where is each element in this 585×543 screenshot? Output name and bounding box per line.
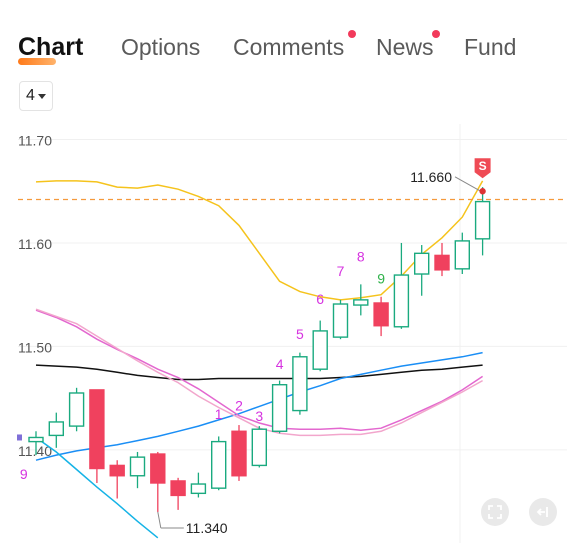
- candle: [373, 296, 389, 337]
- sequence-label: 6: [316, 291, 324, 307]
- sequence-label: 8: [357, 249, 365, 265]
- low-price-leader: [157, 511, 162, 529]
- candle-body: [89, 389, 105, 470]
- indicator-lines: [35, 180, 484, 539]
- candle-body: [312, 330, 328, 370]
- indicator-line: [35, 364, 483, 381]
- tab-options[interactable]: Options: [121, 34, 201, 60]
- last-price-dot: [479, 188, 486, 195]
- sequence-label: 4: [276, 356, 284, 372]
- candle: [129, 451, 146, 489]
- indicator-line: [35, 180, 484, 301]
- tab-bar: Chart Options Comments News Fund: [0, 0, 585, 80]
- candle-body: [454, 240, 470, 270]
- candle-body: [109, 464, 125, 477]
- y-tick-label: 11.40: [18, 443, 52, 459]
- y-tick-label: 11.50: [18, 339, 52, 355]
- candle: [28, 431, 44, 456]
- candle-body: [129, 456, 146, 477]
- active-tab-indicator: [18, 58, 56, 65]
- caret-down-icon: [37, 93, 46, 99]
- low-price-label: 11.340: [186, 520, 228, 536]
- candle: [150, 451, 166, 512]
- period-value: 4: [26, 87, 35, 104]
- indicator-line: [35, 351, 483, 461]
- candle-body: [28, 436, 44, 443]
- candle: [109, 460, 125, 499]
- candle-body: [210, 440, 227, 489]
- scroll-to-latest-button[interactable]: [529, 498, 557, 526]
- candle: [332, 299, 349, 340]
- candle-body: [414, 252, 430, 275]
- sequence-label: 5: [296, 326, 304, 342]
- indicator-line: [35, 309, 484, 431]
- candle: [292, 352, 308, 415]
- candle: [89, 389, 105, 483]
- last-price-label: 11.660: [410, 169, 452, 185]
- candle: [251, 426, 268, 468]
- chart-grid: [18, 124, 567, 543]
- sequence-label: 2: [235, 398, 243, 414]
- candles: [28, 187, 491, 512]
- last-price-leader: [454, 176, 481, 192]
- candle-body: [292, 356, 308, 412]
- y-axis-labels: 11.70 11.60 11.50 11.40: [18, 133, 52, 459]
- tab-comments[interactable]: Comments: [233, 34, 345, 60]
- sequence-label: 7: [337, 263, 345, 279]
- jump-to-end-icon: [536, 507, 548, 517]
- indicator-line: [35, 436, 159, 539]
- edge-marker: [17, 434, 22, 441]
- candle: [474, 187, 491, 256]
- candle-body: [434, 254, 450, 271]
- candle: [210, 436, 227, 491]
- candle: [312, 320, 328, 372]
- period-selector[interactable]: 4: [19, 81, 53, 111]
- candle-body: [68, 392, 85, 427]
- candle: [271, 380, 288, 434]
- candle: [353, 284, 369, 316]
- candle-body: [150, 453, 166, 484]
- candle-body: [393, 274, 410, 328]
- news-notification-dot: [432, 30, 440, 38]
- candle-body: [474, 200, 491, 240]
- candle-body: [190, 483, 207, 495]
- candle: [190, 472, 207, 498]
- annotations: 11.660 S 11.340: [17, 158, 567, 536]
- tab-chart[interactable]: Chart: [18, 33, 84, 61]
- candle-body: [332, 303, 349, 338]
- candle-body: [373, 302, 389, 327]
- expand-icon: [488, 505, 502, 519]
- candle: [454, 232, 470, 275]
- candle-body: [271, 384, 288, 432]
- candle-body: [170, 480, 186, 497]
- sequence-label: 1: [215, 406, 223, 422]
- candle: [434, 242, 450, 277]
- comments-notification-dot: [348, 30, 356, 38]
- candle: [231, 425, 247, 481]
- candle-body: [48, 421, 64, 437]
- candle: [414, 245, 430, 296]
- candle: [68, 387, 85, 432]
- sell-marker-label: S: [479, 159, 487, 173]
- sequence-label: 9: [20, 466, 28, 482]
- sequence-label: 9: [377, 270, 385, 286]
- candle-body: [353, 299, 369, 306]
- sell-marker: [474, 158, 491, 179]
- y-tick-label: 11.60: [18, 236, 52, 252]
- candle: [393, 242, 410, 329]
- sequence-label: 3: [255, 408, 263, 424]
- tab-news[interactable]: News: [376, 34, 434, 60]
- candle: [48, 412, 64, 448]
- candle-body: [251, 428, 268, 467]
- fullscreen-button[interactable]: [481, 498, 509, 526]
- candle: [170, 477, 186, 510]
- y-tick-label: 11.70: [18, 133, 52, 149]
- candle-body: [231, 430, 247, 477]
- tab-fund[interactable]: Fund: [464, 34, 517, 60]
